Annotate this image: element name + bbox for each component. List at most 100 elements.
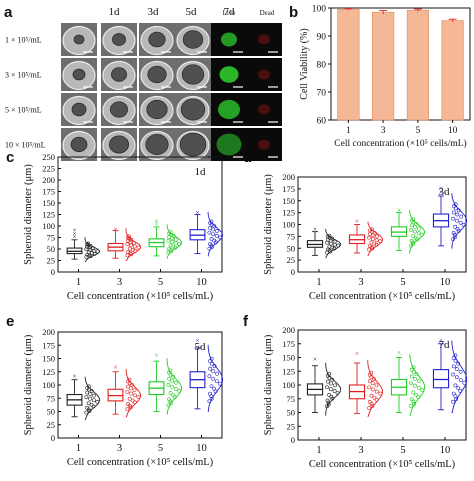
data-point [451,216,455,221]
data-point [416,385,421,390]
data-point [378,391,383,396]
y-tick-label: 175 [282,184,295,194]
y-tick-label: 80 [317,61,327,71]
panel-letter-b: b [289,4,298,21]
y-tick-label: 150 [282,196,295,206]
data-point [95,399,100,404]
data-point [367,385,371,390]
outlier-marker: × [196,209,200,217]
data-point [367,244,372,248]
data-point [453,394,458,399]
data-point [127,246,132,251]
dead-spheroid [258,139,270,150]
bar [441,20,464,121]
data-point [462,380,467,385]
data-point [332,389,337,393]
outlier-marker: × [73,233,77,241]
data-point [411,390,416,395]
spheroid [145,134,169,155]
data-point [166,403,171,408]
data-point [370,246,375,251]
outlier-marker: × [73,227,77,235]
data-point [171,374,176,379]
data-point [411,242,416,246]
data-point [170,239,175,244]
y-tick-label: 75 [287,231,296,241]
live-spheroid [216,133,242,156]
density-curve [367,221,384,256]
y-tick-label: 25 [47,420,56,430]
data-point [132,388,137,392]
data-point [454,367,459,371]
y-tick-label: 100 [312,5,327,15]
data-point [215,371,219,376]
data-point [174,237,178,242]
outlier-marker: × [313,356,317,364]
data-point [173,387,178,391]
data-point [136,245,141,250]
density-curve [166,224,183,259]
data-point [88,244,93,248]
data-point [458,378,463,382]
x-axis-label: Cell concentration (×10⁵ cells/mL) [309,291,456,302]
data-point [329,394,334,399]
row-label: 3 × 10⁵/mL [5,71,42,80]
data-point [367,406,371,411]
data-point [91,246,95,251]
outlier-marker: × [355,218,359,226]
data-point [212,386,216,391]
data-point [417,226,421,231]
data-point [132,400,137,405]
data-point [125,253,130,258]
data-point [125,235,130,240]
x-tick-label: 3 [117,277,122,288]
data-point [453,353,458,358]
data-point [367,379,372,384]
data-point [126,384,131,389]
box-chart-1d: 02550751001251501752002252501d×××1×3××5×… [23,152,224,302]
dead-image [246,23,282,56]
data-point [84,395,89,400]
data-point [326,400,331,405]
data-point [84,255,89,259]
data-point [454,397,459,401]
data-point [167,247,171,251]
y-tick-label: 90 [317,33,327,43]
y-tick-label: 70 [317,89,327,99]
data-point [214,379,219,384]
data-point [330,396,335,401]
data-point [208,225,213,230]
data-point [136,395,141,399]
data-point [133,249,138,253]
data-point [456,361,461,366]
x-tick-label: 5 [158,277,163,288]
data-point [166,238,171,243]
data-point [212,238,217,243]
spheroid [109,135,130,154]
data-point [211,369,216,374]
data-point [209,396,214,401]
data-point [84,247,89,251]
data-point [167,397,171,402]
data-point [378,239,383,244]
data-point [368,228,372,233]
data-point [367,247,371,252]
data-point [209,237,214,241]
data-point [416,395,421,399]
dead-spheroid [258,104,270,115]
data-point [130,382,134,387]
data-point [412,401,417,406]
y-tick-label: 25 [287,421,296,431]
viability-bar-chart: 60 70 80 90 100 1 3 5 10 Cell concentration (×10⁵… [299,5,471,149]
data-point [327,372,331,376]
data-point [208,241,212,246]
data-point [416,231,421,236]
data-point [129,252,134,257]
data-point [453,224,458,229]
x-tick-label: 1 [76,443,81,454]
day-annotation: 5d [195,341,207,353]
data-point [325,385,329,390]
data-point [91,398,96,403]
data-point [369,393,374,398]
data-point [374,242,379,247]
